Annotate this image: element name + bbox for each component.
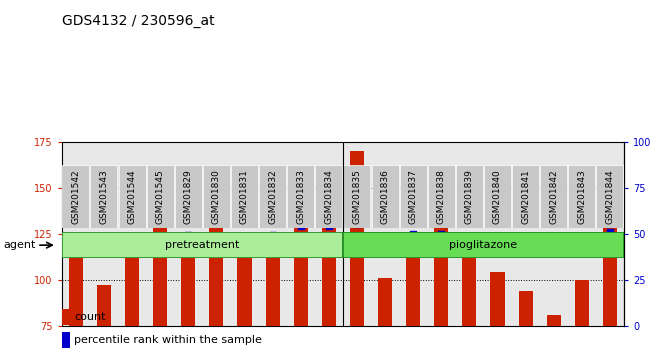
Text: GSM201837: GSM201837	[409, 169, 418, 224]
Bar	[62, 332, 70, 348]
Text: GSM201842: GSM201842	[549, 169, 558, 224]
FancyBboxPatch shape	[287, 165, 314, 228]
Bar	[434, 215, 448, 326]
Point	[99, 240, 109, 246]
Point	[267, 233, 278, 238]
Bar	[378, 278, 392, 326]
FancyBboxPatch shape	[203, 165, 230, 228]
Text: GSM201543: GSM201543	[99, 169, 109, 224]
FancyBboxPatch shape	[62, 232, 343, 258]
FancyBboxPatch shape	[456, 165, 483, 228]
Point	[604, 229, 615, 235]
Text: GSM201835: GSM201835	[352, 169, 361, 224]
FancyBboxPatch shape	[147, 165, 174, 228]
Text: GSM201830: GSM201830	[212, 169, 221, 224]
Text: pretreatment: pretreatment	[165, 240, 239, 250]
Point	[492, 242, 502, 247]
Point	[183, 233, 194, 238]
Point	[521, 244, 531, 249]
Bar	[322, 212, 336, 326]
Bar	[62, 309, 70, 325]
Text: GSM201844: GSM201844	[605, 169, 614, 224]
Bar	[209, 224, 224, 326]
FancyBboxPatch shape	[259, 165, 286, 228]
FancyBboxPatch shape	[62, 165, 89, 228]
Text: GSM201832: GSM201832	[268, 169, 277, 224]
Text: GSM201831: GSM201831	[240, 169, 249, 224]
FancyBboxPatch shape	[428, 165, 455, 228]
Bar	[575, 280, 589, 326]
Bar	[491, 272, 504, 326]
Point	[71, 236, 81, 242]
FancyBboxPatch shape	[118, 165, 146, 228]
Bar	[406, 249, 420, 326]
FancyBboxPatch shape	[540, 165, 567, 228]
Point	[296, 223, 306, 229]
Point	[549, 244, 559, 249]
FancyBboxPatch shape	[175, 165, 202, 228]
FancyBboxPatch shape	[90, 165, 118, 228]
FancyBboxPatch shape	[343, 232, 624, 258]
FancyBboxPatch shape	[372, 165, 398, 228]
Point	[127, 234, 137, 240]
Bar	[181, 232, 195, 326]
Point	[211, 234, 222, 240]
FancyBboxPatch shape	[484, 165, 511, 228]
FancyBboxPatch shape	[231, 165, 258, 228]
Point	[155, 234, 165, 240]
Text: GSM201545: GSM201545	[155, 169, 164, 224]
Point	[239, 236, 250, 242]
Text: GSM201544: GSM201544	[127, 169, 136, 224]
Bar	[69, 256, 83, 326]
Text: GSM201834: GSM201834	[324, 169, 333, 224]
Text: count: count	[74, 312, 105, 322]
Text: agent: agent	[3, 240, 36, 250]
Point	[464, 240, 474, 246]
Bar	[519, 291, 532, 326]
FancyBboxPatch shape	[343, 165, 370, 228]
Bar	[350, 151, 364, 326]
Bar	[125, 235, 139, 326]
Bar	[237, 234, 252, 326]
Point	[380, 242, 390, 247]
Text: GSM201833: GSM201833	[296, 169, 306, 224]
Text: GSM201836: GSM201836	[380, 169, 389, 224]
FancyBboxPatch shape	[315, 165, 343, 228]
Text: GDS4132 / 230596_at: GDS4132 / 230596_at	[62, 14, 214, 28]
Bar	[153, 224, 167, 326]
Point	[324, 223, 334, 229]
Text: GSM201841: GSM201841	[521, 169, 530, 224]
Text: GSM201840: GSM201840	[493, 169, 502, 224]
FancyBboxPatch shape	[400, 165, 426, 228]
FancyBboxPatch shape	[568, 165, 595, 228]
Bar	[603, 210, 617, 326]
Text: GSM201829: GSM201829	[184, 169, 193, 224]
Text: pioglitazone: pioglitazone	[449, 240, 517, 250]
Text: GSM201843: GSM201843	[577, 169, 586, 224]
Bar	[97, 285, 111, 326]
Bar	[294, 184, 307, 326]
FancyBboxPatch shape	[597, 165, 623, 228]
Point	[408, 231, 419, 236]
Point	[352, 222, 362, 227]
Point	[436, 231, 447, 236]
Text: GSM201839: GSM201839	[465, 169, 474, 224]
FancyBboxPatch shape	[512, 165, 539, 228]
Bar	[462, 256, 476, 326]
Text: percentile rank within the sample: percentile rank within the sample	[74, 335, 262, 346]
Bar	[266, 232, 280, 326]
Text: GSM201838: GSM201838	[437, 169, 446, 224]
Point	[577, 242, 587, 247]
Text: GSM201542: GSM201542	[72, 169, 81, 224]
Bar	[547, 315, 561, 326]
